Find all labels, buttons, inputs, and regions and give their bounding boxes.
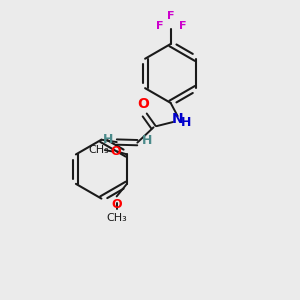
Text: O: O [110,145,121,158]
Text: CH₃: CH₃ [106,213,127,223]
Text: N: N [171,112,183,126]
Text: H: H [103,133,113,146]
Text: CH₃: CH₃ [88,145,109,155]
Text: H: H [142,134,152,147]
Text: F: F [179,21,187,31]
Text: F: F [167,11,174,21]
Text: O: O [137,97,149,111]
Text: H: H [181,116,191,129]
Text: O: O [111,198,122,211]
Text: F: F [156,21,163,31]
